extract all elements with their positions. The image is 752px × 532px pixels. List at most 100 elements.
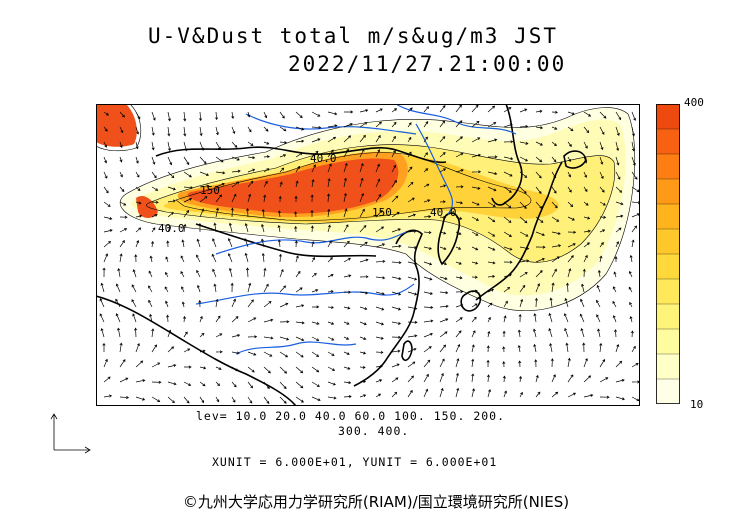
map-title: U-V&Dust total m/s&ug/m3 JST bbox=[148, 24, 559, 48]
wind-vector bbox=[487, 261, 496, 265]
wind-vector bbox=[327, 257, 333, 263]
wind-vector bbox=[231, 351, 240, 355]
wind-vector bbox=[119, 253, 123, 263]
wind-vector bbox=[311, 336, 320, 341]
wind-vector bbox=[295, 304, 305, 308]
wind-vector bbox=[391, 391, 398, 398]
colorbar-cell bbox=[656, 378, 680, 404]
wind-vector bbox=[551, 391, 559, 398]
wind-vector bbox=[391, 306, 402, 311]
wind-vector bbox=[263, 381, 270, 390]
wind-vector bbox=[343, 321, 350, 325]
wind-vector bbox=[564, 327, 569, 338]
wind-vector bbox=[567, 171, 572, 178]
wind-vector bbox=[135, 126, 140, 135]
wind-vector bbox=[502, 330, 506, 338]
wind-vector bbox=[135, 240, 140, 248]
wind-vector bbox=[535, 141, 543, 146]
wind-vector bbox=[487, 389, 491, 398]
wind-vector bbox=[391, 244, 402, 248]
wind-vector bbox=[263, 283, 269, 293]
wind-vector bbox=[167, 346, 175, 353]
wind-vector bbox=[115, 313, 121, 323]
wind-vector bbox=[471, 344, 475, 353]
wind-vector bbox=[279, 336, 290, 341]
colorbar-cell bbox=[656, 228, 680, 255]
wind-vector bbox=[295, 126, 305, 131]
wind-vector bbox=[407, 361, 416, 368]
wind-vector bbox=[455, 201, 464, 205]
wind-vector bbox=[263, 111, 268, 119]
wind-vector bbox=[407, 320, 418, 324]
wind-vector bbox=[423, 261, 433, 266]
wind-vector bbox=[407, 375, 414, 383]
wind-vector bbox=[343, 162, 348, 173]
wind-vector bbox=[567, 243, 576, 248]
wind-vector bbox=[565, 282, 570, 293]
wind-vector bbox=[103, 186, 109, 194]
vector-units: XUNIT = 6.000E+01, YUNIT = 6.000E+01 bbox=[212, 455, 498, 469]
wind-vector bbox=[519, 124, 529, 128]
wind-vector bbox=[487, 231, 496, 237]
colorbar-cell bbox=[656, 278, 680, 305]
wind-vector bbox=[518, 313, 522, 323]
wind-vector bbox=[102, 267, 106, 278]
wind-vector bbox=[294, 211, 298, 218]
wind-vector bbox=[628, 286, 633, 293]
wind-vector bbox=[135, 186, 141, 191]
wind-vector bbox=[631, 225, 638, 233]
wind-vector bbox=[263, 194, 267, 203]
wind-vector bbox=[471, 316, 477, 323]
wind-vector bbox=[487, 138, 498, 143]
wind-vector bbox=[471, 137, 481, 143]
wind-vector bbox=[471, 216, 479, 221]
wind-vector bbox=[565, 342, 569, 353]
contour-label: 150 bbox=[200, 184, 220, 197]
wind-vector bbox=[596, 284, 601, 293]
wind-vector bbox=[615, 360, 623, 368]
river-north bbox=[245, 113, 417, 135]
wind-vector bbox=[375, 108, 383, 113]
wind-vector bbox=[263, 155, 270, 159]
wind-vector bbox=[182, 315, 187, 323]
wind-vector bbox=[471, 104, 479, 113]
wind-vector bbox=[263, 126, 269, 132]
wind-vector bbox=[423, 183, 430, 188]
colorbar-cell bbox=[656, 128, 680, 155]
wind-vector bbox=[245, 267, 250, 278]
wind-vector bbox=[567, 201, 574, 208]
wind-vector bbox=[327, 366, 336, 371]
wind-vector bbox=[183, 126, 187, 137]
wind-vector bbox=[455, 343, 461, 353]
wind-vector bbox=[567, 374, 574, 383]
wind-vector bbox=[199, 366, 207, 370]
wind-vector bbox=[196, 284, 201, 293]
wind-vector bbox=[359, 380, 367, 384]
wind-vector bbox=[567, 255, 574, 263]
wind-vector bbox=[244, 252, 249, 263]
wind-vector bbox=[295, 351, 304, 358]
wind-vector bbox=[391, 195, 399, 203]
wind-vector bbox=[615, 214, 624, 218]
wind-vector bbox=[199, 396, 205, 404]
wind-vector bbox=[183, 186, 194, 190]
wind-vector bbox=[359, 177, 364, 188]
border-southwest bbox=[96, 295, 297, 406]
wind-vector bbox=[294, 225, 298, 233]
dust-layer-400 bbox=[187, 158, 399, 214]
wind-vector bbox=[165, 300, 169, 308]
wind-vector bbox=[119, 171, 123, 178]
wind-vector bbox=[375, 379, 383, 383]
colorbar bbox=[656, 104, 680, 404]
wind-vector bbox=[631, 171, 638, 180]
wind-vector bbox=[311, 396, 321, 402]
wind-vector bbox=[519, 246, 530, 250]
wind-vector bbox=[135, 141, 139, 150]
colorbar-cell bbox=[656, 353, 680, 380]
wind-vector bbox=[165, 256, 169, 263]
wind-vector bbox=[135, 396, 146, 401]
wind-vector bbox=[439, 152, 446, 158]
wind-vector bbox=[295, 396, 304, 403]
wind-vector bbox=[151, 227, 156, 233]
wind-vector bbox=[327, 289, 334, 294]
